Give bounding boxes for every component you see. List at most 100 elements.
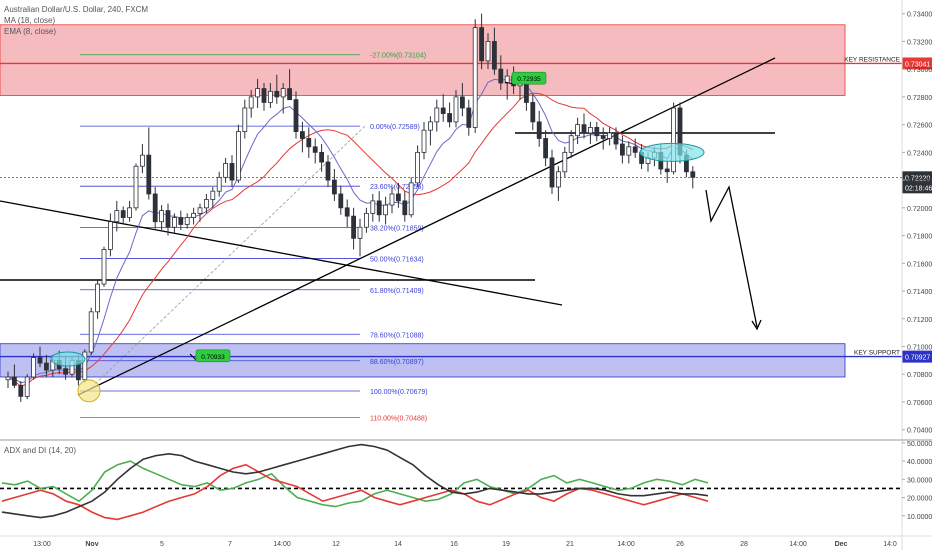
candle-down [690, 171, 696, 178]
candle-up [184, 217, 190, 225]
candle-up [133, 165, 139, 209]
candle-up [191, 212, 197, 218]
candle-up [568, 135, 574, 153]
adx-line [1, 443, 709, 519]
candle-up [101, 249, 107, 285]
candle-up [210, 190, 216, 200]
candle-down [120, 210, 126, 218]
callout-label: 0.70933 [201, 354, 225, 361]
candle-down [536, 121, 542, 139]
candle-up [671, 107, 676, 173]
price-tick-label: 0.73000 [907, 67, 932, 74]
candle-up [95, 283, 100, 313]
price-tick-label: 0.73400 [907, 12, 932, 19]
candle-up [159, 210, 165, 223]
price-tick-label: 0.72200 [907, 178, 932, 185]
candle-down [63, 368, 68, 375]
candle-down [447, 113, 453, 123]
candle-up [127, 207, 132, 218]
price-tick-label: 0.73200 [907, 39, 932, 46]
candle-up [139, 154, 145, 167]
candle-up [88, 311, 94, 353]
fib-label: 38.20%(0.71859) [370, 225, 424, 232]
candle-down [594, 127, 600, 137]
candle-down [581, 124, 587, 134]
adx-tick-label: 30.0000 [907, 477, 932, 484]
adx-tick-label: 50.0000 [907, 441, 932, 448]
candle-up [216, 176, 222, 192]
candle-down [402, 200, 408, 216]
chart-legend: Australian Dollar/U.S. Dollar, 240, FXCM… [4, 4, 148, 37]
candle-up [607, 132, 612, 139]
candle-down [319, 151, 325, 163]
ema-legend[interactable]: EMA (8, close) [4, 27, 57, 36]
candle-up [114, 210, 120, 223]
candle-up [421, 129, 427, 153]
fib-label: 78.60%(0.71088) [370, 332, 424, 339]
adx-legend[interactable]: ADX and DI (14, 20) [4, 446, 77, 455]
ma-legend[interactable]: MA (18, close) [4, 16, 56, 25]
price-tick-label: 0.72600 [907, 123, 932, 130]
time-tick-label: 14:00 [617, 541, 635, 548]
time-tick-label: 13:00 [33, 541, 51, 548]
projection-path [705, 185, 758, 328]
candle-up [588, 127, 593, 134]
candle-up [383, 204, 389, 216]
time-tick-label: 16 [450, 541, 458, 548]
candle-up [357, 226, 363, 239]
price-tick-label: 0.70400 [907, 428, 932, 435]
candle-up [171, 217, 177, 228]
candle-down [338, 193, 344, 209]
time-tick-label: 14 [394, 541, 402, 548]
callout-box [511, 71, 547, 85]
minus-di-line [1, 463, 709, 521]
candle-up [434, 107, 440, 123]
candle-up [242, 107, 248, 132]
countdown-text: 02:18:46 [905, 185, 932, 192]
candle-up [31, 357, 37, 378]
candle-up [562, 151, 568, 173]
candle-down [632, 146, 638, 153]
candle-down [299, 131, 305, 139]
current-price-text: 0.72220 [905, 175, 930, 182]
adx-tick-label: 10.0000 [907, 514, 932, 521]
time-tick-label: 12 [332, 541, 340, 548]
resistance-zone [0, 24, 846, 96]
price-tick-label: 0.71000 [907, 344, 932, 351]
time-tick-label: Nov [85, 541, 98, 548]
candle-up [223, 163, 229, 178]
key-support-price-text: 0.70927 [905, 355, 930, 362]
highlight-ellipse-left [50, 351, 86, 367]
candle-up [556, 171, 561, 188]
price-tick-label: 0.71200 [907, 317, 932, 324]
time-tick-label: 21 [566, 541, 574, 548]
candle-up [370, 200, 376, 214]
candle-down [530, 102, 536, 123]
candle-up [5, 376, 11, 381]
candle-down [229, 163, 235, 181]
candle-up [82, 351, 88, 381]
time-tick-label: 14:0 [883, 541, 897, 548]
candle-up [485, 41, 491, 62]
candle-down [261, 88, 267, 103]
candle-down [165, 210, 171, 228]
symbol-title[interactable]: Australian Dollar/U.S. Dollar, 240, FXCM [4, 5, 149, 14]
callout-box [195, 349, 231, 363]
price-tick-label: 0.72800 [907, 95, 932, 102]
candle-up [427, 121, 433, 131]
candle-down [351, 215, 357, 239]
candle-down [37, 357, 43, 364]
time-tick-label: 19 [502, 541, 510, 548]
falling-trendline [0, 200, 563, 306]
candle-down [306, 138, 312, 148]
time-tick-label: 28 [740, 541, 748, 548]
candle-up [575, 124, 580, 137]
fib-label: 0.00%(0.72589) [370, 124, 420, 131]
candle-up [267, 90, 273, 103]
fib-label: 110.00%(0.70488) [370, 415, 427, 422]
time-tick-label: 7 [228, 541, 232, 548]
projection-arrowhead [751, 319, 762, 331]
candle-down [18, 384, 24, 397]
adx-tick-label: 40.0000 [907, 459, 932, 466]
ma-18-line [7, 92, 694, 387]
